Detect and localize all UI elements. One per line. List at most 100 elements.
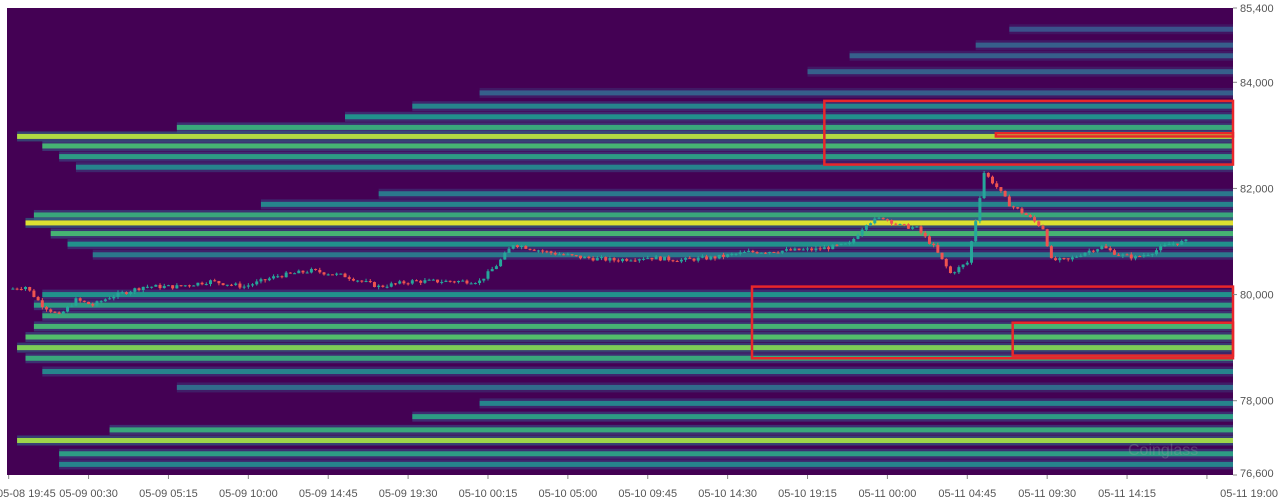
heatmap-band: [42, 313, 1233, 319]
candle-body: [612, 258, 616, 261]
x-tick-label: 05-09 14:45: [299, 488, 358, 500]
y-tick-label: 84,000: [1240, 77, 1274, 89]
candle-body: [187, 285, 191, 287]
candle-body: [1049, 246, 1053, 259]
candle-body: [747, 250, 751, 252]
candle-body: [532, 249, 536, 251]
candle-body: [957, 267, 961, 273]
candle-body: [827, 247, 831, 250]
candle-body: [74, 298, 78, 306]
candle-body: [873, 218, 877, 224]
candle-body: [305, 272, 309, 274]
heatmap-band: [25, 334, 1234, 340]
candle-body: [343, 273, 347, 278]
candle-body: [410, 280, 414, 284]
candle-body: [587, 256, 591, 259]
heatmap-band: [92, 252, 1234, 258]
candle-body: [843, 243, 847, 245]
heatmap-band: [33, 212, 1234, 218]
candle-body: [1096, 249, 1100, 252]
candle-body: [234, 283, 238, 285]
candle-body: [242, 286, 246, 288]
x-tick-label: 05-10 14:30: [698, 488, 757, 500]
candle-body: [637, 259, 641, 261]
candle-body: [793, 248, 797, 251]
candle-body: [911, 227, 915, 229]
candle-body: [738, 252, 742, 254]
heatmap-band: [479, 90, 1234, 96]
candle-body: [40, 300, 44, 308]
candle-body: [301, 270, 305, 273]
heatmap-band: [807, 69, 1233, 75]
candle-body: [658, 256, 662, 261]
candle-body: [1142, 255, 1146, 257]
candle-body: [1024, 213, 1028, 216]
candle-body: [402, 281, 406, 284]
candle-body: [961, 264, 965, 268]
heatmap-band: [109, 427, 1233, 433]
candle-body: [692, 258, 696, 261]
candle-body: [246, 285, 250, 287]
candle-body: [465, 280, 469, 284]
candle-body: [604, 257, 608, 261]
candle-body: [351, 278, 355, 281]
candle-body: [284, 272, 288, 278]
candle-body: [45, 307, 49, 310]
candle-body: [801, 249, 805, 251]
candle-body: [789, 249, 793, 251]
candle-body: [1079, 255, 1083, 257]
candle-body: [515, 245, 519, 248]
candle-body: [810, 248, 814, 251]
candle-body: [398, 281, 402, 284]
candle-body: [482, 278, 486, 281]
candle-body: [877, 217, 881, 219]
candle-body: [213, 280, 217, 282]
y-tick-label: 85,400: [1240, 3, 1274, 15]
candle-body: [330, 274, 334, 276]
candle-body: [1167, 244, 1171, 246]
heatmap-band: [412, 414, 1233, 420]
candle-body: [32, 290, 36, 298]
candle-body: [267, 278, 271, 281]
candle-body: [478, 280, 482, 284]
candle-body: [1184, 239, 1188, 242]
candle-body: [1108, 248, 1112, 251]
candle-body: [1075, 256, 1079, 258]
candle-body: [784, 249, 788, 251]
candle-body: [389, 283, 393, 287]
candle-body: [562, 254, 566, 256]
candle-body: [217, 281, 221, 284]
candle-body: [103, 299, 107, 302]
candle-body: [1125, 254, 1129, 256]
candle-body: [953, 272, 957, 274]
candle-body: [772, 251, 776, 253]
candle-body: [700, 256, 704, 258]
candle-body: [385, 286, 389, 288]
heatmap-band: [25, 355, 1234, 361]
candle-body: [864, 225, 868, 230]
candle-body: [95, 301, 99, 306]
heatmap-band: [17, 133, 1233, 139]
candle-body: [1007, 196, 1011, 207]
candle-body: [1041, 226, 1045, 230]
candle-body: [499, 259, 503, 267]
heatmap-band: [42, 292, 1233, 298]
candle-body: [545, 251, 549, 253]
candle-body: [557, 254, 561, 256]
candle-body: [70, 305, 74, 307]
candle-body: [600, 257, 604, 259]
candle-body: [444, 280, 448, 282]
candle-body: [15, 288, 19, 290]
candle-body: [486, 271, 490, 279]
candle-body: [162, 285, 166, 289]
candle-body: [1121, 254, 1125, 256]
candle-body: [436, 279, 440, 283]
candle-body: [183, 285, 187, 287]
candle-body: [839, 243, 843, 245]
candle-body: [696, 257, 700, 261]
y-axis-ticks: 85,400 84,000 82,000 80,000 78,000 76,600: [1233, 3, 1274, 480]
candle-body: [969, 241, 973, 263]
candle-body: [66, 306, 70, 312]
candle-body: [528, 248, 532, 250]
